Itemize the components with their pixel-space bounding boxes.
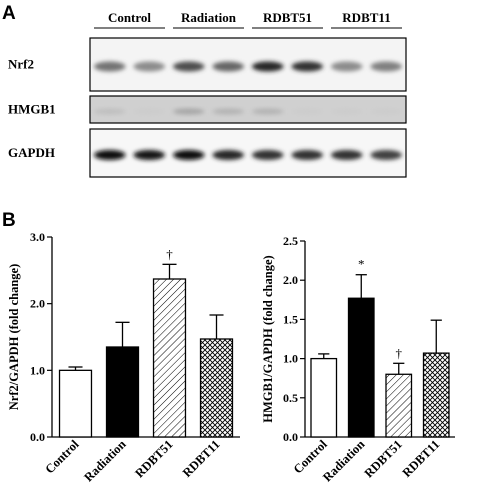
protein-band (251, 108, 284, 115)
protein-band (212, 150, 245, 160)
y-tick-label: 0.0 (283, 430, 298, 444)
protein-band (330, 150, 363, 160)
protein-band (172, 108, 205, 115)
significance-mark: * (358, 257, 365, 272)
y-tick-label: 1.0 (30, 363, 45, 377)
bar (422, 352, 450, 438)
protein-band (93, 150, 126, 160)
western-blot: Control Radiation RDBT51 RDBT11 Nrf2 HMGB1 GAP… (8, 10, 407, 178)
protein-band (370, 150, 403, 160)
category-label: RDBT51 (362, 437, 405, 480)
hmgb1-bar-chart: 0.0 0.5 1.0 1.5 2.0 2.5 HMGB1/GAPDH (fold chan… (261, 234, 455, 484)
group-label: RDBT51 (263, 10, 312, 25)
protein-band (172, 150, 205, 160)
protein-band (93, 108, 126, 115)
category-label: Radiation (81, 437, 128, 484)
panel-label-a: A (2, 3, 16, 24)
protein-band (251, 61, 284, 72)
significance-mark: † (166, 246, 173, 261)
protein-band (370, 108, 403, 115)
protein-band (330, 108, 363, 115)
protein-band (291, 108, 324, 115)
category-label: RDBT51 (132, 437, 175, 480)
significance-mark: † (396, 345, 403, 360)
y-tick-label: 0.5 (283, 391, 298, 405)
protein-band (330, 61, 363, 72)
protein-label: Nrf2 (8, 57, 34, 72)
y-axis-label: HMGB1/GAPDH (fold change) (261, 255, 275, 422)
y-tick-label: 2.0 (30, 297, 45, 311)
panel-label-b: B (2, 210, 16, 231)
protein-band (370, 61, 403, 72)
protein-band (251, 150, 284, 160)
y-tick-label: 1.0 (283, 352, 298, 366)
protein-band (212, 108, 245, 115)
protein-band (133, 61, 166, 72)
category-label: RDBT11 (180, 437, 223, 480)
group-label: Radiation (181, 10, 237, 25)
category-label: Radiation (320, 437, 367, 484)
bar (58, 369, 93, 438)
protein-band (291, 150, 324, 160)
protein-band (133, 150, 166, 160)
y-tick-label: 3.0 (30, 230, 45, 244)
protein-band (93, 61, 126, 72)
bar (385, 373, 413, 438)
protein-band (172, 61, 205, 72)
nrf2-bar-chart: 0.0 1.0 2.0 3.0 Nrf2/GAPDH (fold change) Cont… (7, 230, 240, 484)
protein-band (291, 61, 324, 72)
category-label: Control (42, 437, 82, 477)
y-tick-label: 2.5 (283, 234, 298, 248)
protein-label: HMGB1 (8, 102, 56, 117)
y-axis-label: Nrf2/GAPDH (fold change) (7, 264, 21, 411)
protein-band (212, 61, 245, 72)
protein-band (133, 108, 166, 115)
y-tick-label: 2.0 (283, 273, 298, 287)
protein-label: GAPDH (8, 145, 55, 160)
blot-strip (89, 95, 407, 124)
category-label: RDBT11 (400, 437, 443, 480)
group-label: RDBT11 (342, 10, 390, 25)
bar (310, 357, 338, 438)
group-label: Control (108, 10, 151, 25)
bar (347, 297, 375, 438)
bar (152, 278, 187, 438)
y-tick-label: 0.0 (30, 430, 45, 444)
y-tick-label: 1.5 (283, 312, 298, 326)
bar (199, 338, 234, 438)
bar (105, 346, 140, 438)
